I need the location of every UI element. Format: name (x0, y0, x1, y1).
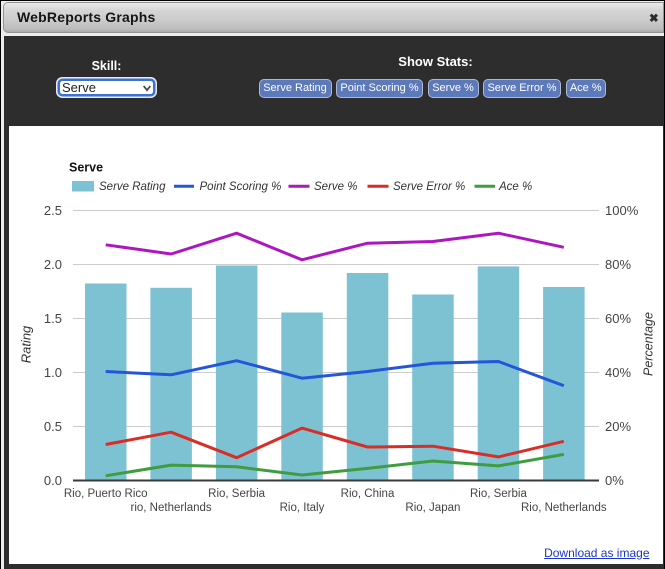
svg-text:Rio, Italy: Rio, Italy (280, 502, 325, 514)
svg-text:Percentage: Percentage (641, 311, 655, 375)
svg-text:0.0: 0.0 (44, 473, 62, 488)
svg-text:rio, Netherlands: rio, Netherlands (131, 502, 212, 514)
svg-text:1.0: 1.0 (44, 365, 62, 380)
svg-text:Serve Error %: Serve Error % (393, 181, 465, 193)
svg-text:Serve Rating: Serve Rating (99, 181, 166, 193)
svg-text:Serve %: Serve % (314, 181, 357, 193)
svg-text:Rating: Rating (19, 324, 34, 362)
svg-text:Serve: Serve (69, 160, 103, 174)
svg-text:Ace %: Ace % (498, 181, 532, 193)
svg-text:20%: 20% (605, 419, 631, 434)
svg-text:Rio, Puerto Rico: Rio, Puerto Rico (64, 488, 148, 500)
svg-text:0%: 0% (605, 473, 624, 488)
svg-text:80%: 80% (605, 257, 631, 272)
svg-text:0.5: 0.5 (44, 419, 62, 434)
svg-text:40%: 40% (605, 365, 631, 380)
svg-text:60%: 60% (605, 311, 631, 326)
svg-text:2.5: 2.5 (44, 203, 62, 218)
svg-text:Rio, Serbia: Rio, Serbia (470, 488, 527, 500)
svg-text:100%: 100% (605, 203, 639, 218)
svg-text:2.0: 2.0 (44, 257, 62, 272)
svg-text:Rio, Netherlands: Rio, Netherlands (521, 502, 607, 514)
svg-text:Point Scoring %: Point Scoring % (200, 181, 282, 193)
svg-text:Rio, Serbia: Rio, Serbia (208, 488, 265, 500)
svg-text:Rio, Japan: Rio, Japan (405, 502, 460, 514)
svg-text:Rio, China: Rio, China (341, 488, 395, 500)
svg-text:1.5: 1.5 (44, 311, 62, 326)
